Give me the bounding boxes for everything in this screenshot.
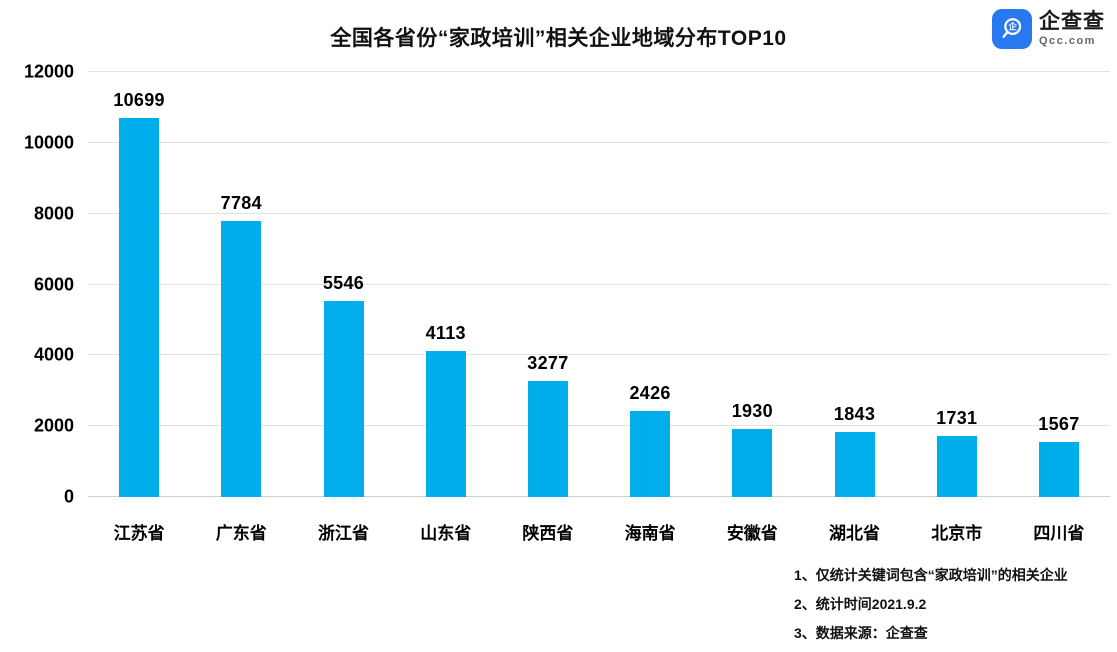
x-axis-category-label: 广东省 xyxy=(215,524,267,543)
bar xyxy=(323,300,364,497)
qcc-logo-name: 企查查 xyxy=(1039,10,1105,33)
x-axis-category-label: 浙江省 xyxy=(318,524,369,543)
bar xyxy=(936,435,977,497)
bar-column: 1567 xyxy=(1008,72,1110,497)
bar-value-label: 1930 xyxy=(731,400,773,421)
x-axis-labels: 江苏省 广东省 浙江省 山东省 陕西省 海南省 安徽省 湖北省 北京市 四川省 xyxy=(88,519,1110,544)
bar-chart: 0 2000 4000 6000 8000 10000 12000 10699 7784 554… xyxy=(24,62,1110,543)
bar-value-label: 5546 xyxy=(322,272,365,293)
bar-value-label: 3277 xyxy=(527,352,569,373)
y-axis-tick-label: 6000 xyxy=(33,274,74,294)
y-axis-tick-label: 2000 xyxy=(33,415,74,436)
bar-value-label: 10699 xyxy=(113,90,165,111)
bar xyxy=(527,380,568,497)
bar-column: 5546 xyxy=(292,72,394,497)
x-axis-category-label: 陕西省 xyxy=(522,524,574,543)
gridline xyxy=(88,212,1110,214)
bar-column: 3277 xyxy=(497,72,599,497)
page-title: 全国各省份“家政培训”相关企业地域分布TOP10 xyxy=(330,27,787,50)
x-axis-category-label: 北京市 xyxy=(931,524,983,543)
magnifier-icon: 企 xyxy=(1002,18,1022,38)
y-axis-tick-label: 12000 xyxy=(23,61,74,82)
bar-column: 1731 xyxy=(906,72,1008,497)
gridlines: 0 2000 4000 6000 8000 10000 12000 xyxy=(24,62,1110,507)
bar xyxy=(221,221,262,497)
y-axis-tick-label: 4000 xyxy=(33,344,74,365)
bar-value-label: 1731 xyxy=(936,407,978,428)
bar xyxy=(1038,441,1079,497)
bar-column: 1930 xyxy=(701,72,803,497)
gridline xyxy=(88,71,1110,72)
bar xyxy=(732,428,773,497)
qcc-logo-text: 企查查 Qcc.com xyxy=(1039,11,1105,47)
gridline xyxy=(88,496,1110,497)
x-axis-category-label: 江苏省 xyxy=(113,524,165,543)
y-axis-tick-label: 10000 xyxy=(23,132,74,153)
bar-value-label: 7784 xyxy=(220,193,262,214)
bar xyxy=(834,431,875,497)
bar-value-label: 1567 xyxy=(1038,413,1080,434)
bar-column: 4113 xyxy=(395,72,497,497)
bar-value-label: 4113 xyxy=(425,323,466,344)
bar xyxy=(425,351,466,497)
footnote-3: 3、数据来源：企查查 xyxy=(794,625,928,641)
footnote-2: 2、统计时间2021.9.2 xyxy=(794,596,927,612)
gridline xyxy=(88,425,1110,427)
x-axis-category-label: 山东省 xyxy=(420,524,472,543)
footnote-1: 1、仅统计关键词包含“家政培训”的相关企业 xyxy=(794,567,1068,583)
bar-column: 1843 xyxy=(803,72,905,497)
svg-text:企: 企 xyxy=(1008,22,1018,32)
y-axis-tick-label: 0 xyxy=(63,486,74,507)
bar xyxy=(119,118,160,497)
x-axis-category-label: 四川省 xyxy=(1033,524,1085,543)
bar-series: 10699 7784 5546 4113 3277 2426 1930 1843 1731 156… xyxy=(88,72,1110,497)
footnotes: 1、仅统计关键词包含“家政培训”的相关企业 2、统计时间2021.9.2 3、数… xyxy=(794,561,1068,648)
x-axis-category-label: 安徽省 xyxy=(726,524,778,543)
x-axis-category-label: 海南省 xyxy=(624,524,676,543)
qcc-logo: 企 企查查 Qcc.com xyxy=(992,9,1105,49)
qcc-logo-icon: 企 xyxy=(992,9,1032,49)
y-axis-tick-label: 8000 xyxy=(33,203,74,224)
gridline xyxy=(88,141,1110,143)
x-axis-category-label: 湖北省 xyxy=(829,524,881,543)
bar xyxy=(630,411,671,497)
gridline xyxy=(88,354,1110,356)
bar-column: 2426 xyxy=(599,72,701,497)
gridline xyxy=(88,283,1110,285)
bar-column: 7784 xyxy=(190,72,292,497)
bar-value-label: 1843 xyxy=(833,403,876,424)
qcc-logo-domain: Qcc.com xyxy=(1039,35,1096,47)
bar-column: 10699 xyxy=(88,72,190,497)
bar-value-label: 2426 xyxy=(629,383,671,404)
